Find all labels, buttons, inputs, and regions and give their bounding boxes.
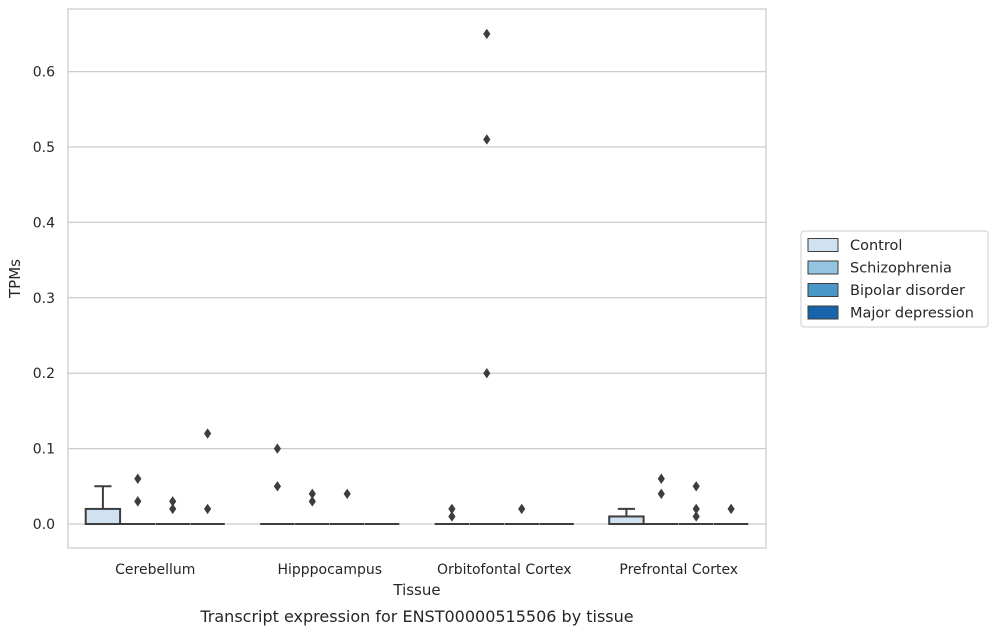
gridlines [68, 70, 766, 525]
y-axis-label: TPMs [6, 259, 24, 299]
outlier-point [518, 503, 526, 515]
outlier-point [448, 511, 456, 522]
box-group [120, 473, 155, 525]
legend-entries: Control Schizophrenia Bipolar disorder Majo… [807, 238, 974, 322]
outlier-point [657, 473, 665, 484]
legend-swatch [807, 260, 839, 275]
legend-label: Control [850, 238, 902, 254]
box-group [155, 496, 190, 525]
legend-label: Major depression [850, 306, 974, 322]
y-tick-label: 0.6 [33, 65, 55, 81]
outlier-point [727, 503, 735, 515]
outlier-point [273, 481, 281, 492]
legend-swatch [807, 283, 839, 297]
legend-label: Schizophrenia [850, 261, 952, 277]
y-tick-label: 0.0 [33, 517, 55, 533]
legend-label: Bipolar disorder [850, 283, 965, 299]
legend-swatch [807, 305, 839, 320]
box-group [190, 428, 225, 525]
box-group [644, 473, 679, 525]
x-tick-label: Orbitofontal Cortex [437, 562, 572, 578]
box-group [469, 28, 504, 525]
box-group [608, 507, 645, 526]
box-group [295, 488, 330, 525]
legend: Control Schizophrenia Bipolar disorder Majo… [800, 230, 989, 328]
box-body [608, 515, 645, 526]
outlier-point [483, 134, 491, 145]
outlier-point [692, 503, 700, 515]
box-body [84, 507, 122, 526]
outlier-point [169, 503, 177, 515]
outlier-point [134, 473, 142, 484]
box-group [330, 488, 365, 525]
outlier-point [657, 488, 665, 500]
box-group [679, 481, 714, 525]
outlier-point [343, 488, 351, 500]
outlier-point [483, 368, 491, 379]
outlier-point [169, 496, 177, 507]
x-axis-label: Tissue [392, 581, 440, 599]
x-tick-label: Prefrontal Cortex [619, 562, 738, 578]
outlier-point [483, 28, 491, 40]
outlier-point [692, 511, 700, 522]
outlier-point [448, 503, 456, 515]
box-group [713, 503, 749, 525]
y-tick-label: 0.4 [33, 215, 55, 231]
y-tick-label: 0.2 [33, 366, 55, 382]
outlier-point [204, 428, 212, 439]
x-tick-labels: Cerebellum Hipppocampus Orbitofontal Corte… [115, 562, 738, 578]
y-tick-label: 0.1 [33, 442, 55, 458]
box-group [504, 503, 539, 525]
outlier-point [308, 496, 316, 507]
plot-frame [67, 8, 767, 549]
y-tick-label: 0.5 [33, 140, 55, 156]
x-tick-label: Hipppocampus [277, 562, 382, 578]
outlier-point [308, 488, 316, 500]
outlier-point [273, 443, 281, 454]
outlier-point [692, 481, 700, 492]
box-group [260, 443, 295, 525]
chart-caption: Transcript expression for ENST0000051550… [199, 607, 633, 626]
y-tick-label: 0.3 [33, 291, 55, 307]
legend-swatch [807, 238, 839, 252]
y-tick-labels: 0.0 0.1 0.2 0.3 0.4 0.5 0.6 [33, 65, 55, 533]
box-group [84, 485, 122, 526]
box-group [434, 503, 470, 525]
outlier-point [134, 496, 142, 507]
outlier-point [204, 503, 212, 515]
box-marks [84, 28, 749, 526]
legend-frame [800, 230, 989, 328]
x-tick-label: Cerebellum [115, 562, 195, 578]
